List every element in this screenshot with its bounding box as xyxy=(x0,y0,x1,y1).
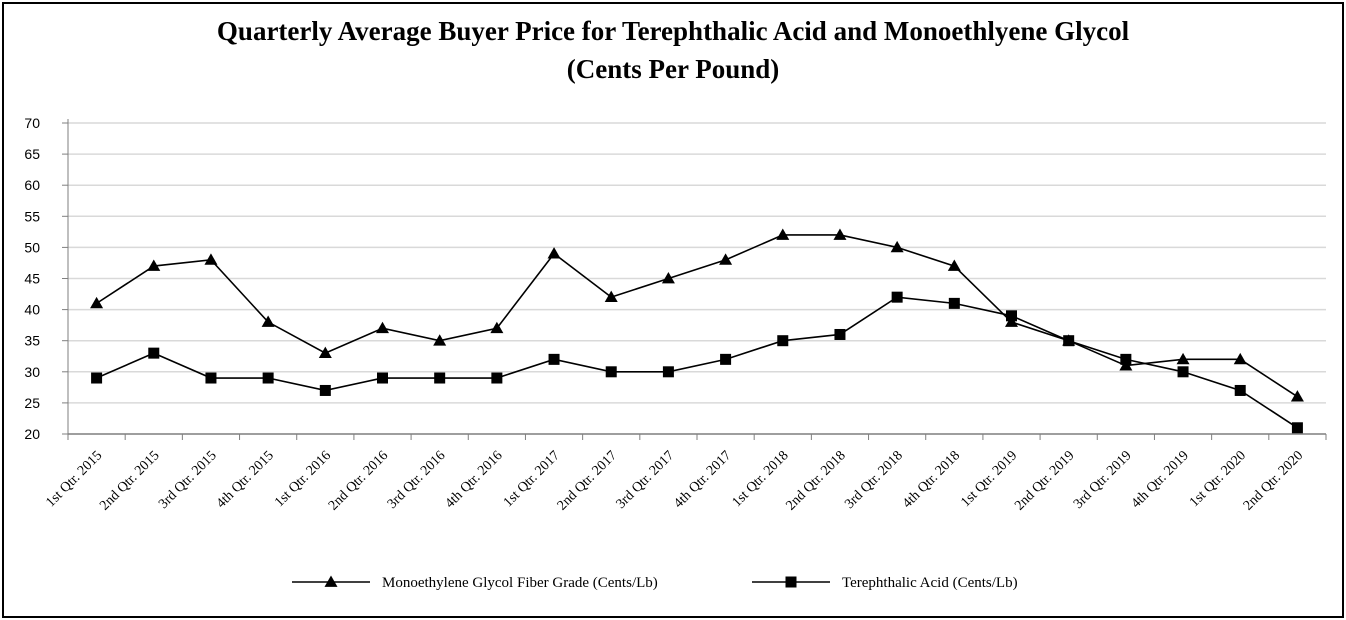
pta-data-point xyxy=(1234,384,1246,396)
meg-data-point xyxy=(204,253,218,265)
y-tick-label: 35 xyxy=(24,333,40,349)
y-tick-label: 45 xyxy=(24,271,40,287)
meg-data-point xyxy=(490,321,504,334)
pta-data-point xyxy=(1291,422,1303,434)
x-tick-label: 4th Qtr. 2016 xyxy=(443,448,506,511)
pta-data-point xyxy=(262,372,274,384)
meg-data-point xyxy=(604,290,618,303)
x-tick-label: 1st Qtr. 2018 xyxy=(730,448,792,510)
pta-data-point xyxy=(548,353,560,365)
y-tick-label: 25 xyxy=(24,395,40,411)
x-tick-label: 4th Qtr. 2018 xyxy=(900,448,963,511)
legend-meg-marker xyxy=(324,575,338,587)
pta-data-point xyxy=(720,353,732,365)
pta-data-point xyxy=(148,347,160,359)
pta-data-point xyxy=(1120,353,1132,365)
meg-data-point xyxy=(776,228,790,240)
meg-data-point xyxy=(890,240,904,253)
x-tick-label: 1st Qtr. 2020 xyxy=(1187,448,1249,510)
meg-data-point xyxy=(547,247,561,259)
pta-data-point xyxy=(319,384,331,396)
pta-series-line xyxy=(96,296,1298,429)
meg-data-point xyxy=(719,253,733,265)
legend-meg-label: Monoethylene Glycol Fiber Grade (Cents/L… xyxy=(382,575,658,591)
x-tick-label: 2nd Qtr. 2015 xyxy=(97,448,162,513)
pta-data-point xyxy=(948,297,960,309)
meg-data-point xyxy=(1233,352,1247,365)
meg-data-point xyxy=(661,272,675,284)
x-tick-label: 1st Qtr. 2019 xyxy=(958,448,1020,510)
x-tick-label: 1st Qtr. 2015 xyxy=(43,448,105,510)
pta-data-point xyxy=(777,335,789,347)
pta-data-point xyxy=(662,366,674,378)
pta-data-point xyxy=(491,372,503,384)
meg-data-point xyxy=(318,346,332,359)
y-tick-label: 40 xyxy=(24,302,40,318)
meg-data-point xyxy=(147,259,161,271)
y-tick-label: 65 xyxy=(24,146,40,162)
pta-data-point xyxy=(1177,366,1189,378)
legend-pta-label: Terephthalic Acid (Cents/Lb) xyxy=(842,575,1018,591)
meg-data-point xyxy=(90,296,104,309)
meg-data-point xyxy=(1290,390,1304,402)
y-tick-label: 70 xyxy=(24,115,40,131)
chart-title: Quarterly Average Buyer Price for Tereph… xyxy=(216,16,1130,46)
y-tick-label: 55 xyxy=(24,208,40,224)
pta-data-point xyxy=(377,372,388,384)
meg-data-point xyxy=(433,334,447,346)
x-tick-label: 3rd Qtr. 2019 xyxy=(1071,448,1135,512)
pta-data-point xyxy=(891,291,903,303)
chart-subtitle: (Cents Per Pound) xyxy=(566,54,780,84)
x-tick-label: 3rd Qtr. 2015 xyxy=(156,448,220,512)
pta-data-point xyxy=(205,372,217,384)
x-tick-label: 2nd Qtr. 2017 xyxy=(555,448,620,513)
y-tick-label: 20 xyxy=(24,426,40,442)
meg-data-point xyxy=(833,228,847,240)
x-tick-label: 4th Qtr. 2019 xyxy=(1129,448,1192,511)
pta-data-point xyxy=(605,366,617,378)
x-tick-label: 1st Qtr. 2017 xyxy=(501,448,563,510)
meg-series-line xyxy=(96,234,1298,398)
x-tick-label: 3rd Qtr. 2018 xyxy=(842,448,906,512)
x-tick-label: 3rd Qtr. 2016 xyxy=(385,448,449,512)
legend-pta-marker xyxy=(785,576,797,588)
pta-data-point xyxy=(1063,335,1075,347)
pta-data-point xyxy=(1006,310,1017,322)
x-tick-label: 1st Qtr. 2016 xyxy=(272,448,334,510)
x-tick-label: 2nd Qtr. 2020 xyxy=(1241,448,1306,513)
x-tick-label: 3rd Qtr. 2017 xyxy=(614,448,678,512)
pta-data-point xyxy=(91,372,103,384)
y-tick-label: 30 xyxy=(24,364,40,380)
x-tick-label: 4th Qtr. 2015 xyxy=(214,448,277,511)
meg-data-point xyxy=(261,315,275,327)
pta-data-point xyxy=(834,328,846,340)
x-tick-label: 4th Qtr. 2017 xyxy=(671,448,734,511)
y-tick-label: 50 xyxy=(24,239,40,255)
meg-data-point xyxy=(376,321,389,334)
pta-data-point xyxy=(434,372,446,384)
x-tick-label: 2nd Qtr. 2019 xyxy=(1012,448,1077,513)
x-tick-label: 2nd Qtr. 2016 xyxy=(326,448,391,513)
y-tick-label: 60 xyxy=(24,177,40,193)
meg-data-point xyxy=(1176,352,1190,365)
meg-data-point xyxy=(947,259,961,271)
x-tick-label: 2nd Qtr. 2018 xyxy=(783,448,848,513)
